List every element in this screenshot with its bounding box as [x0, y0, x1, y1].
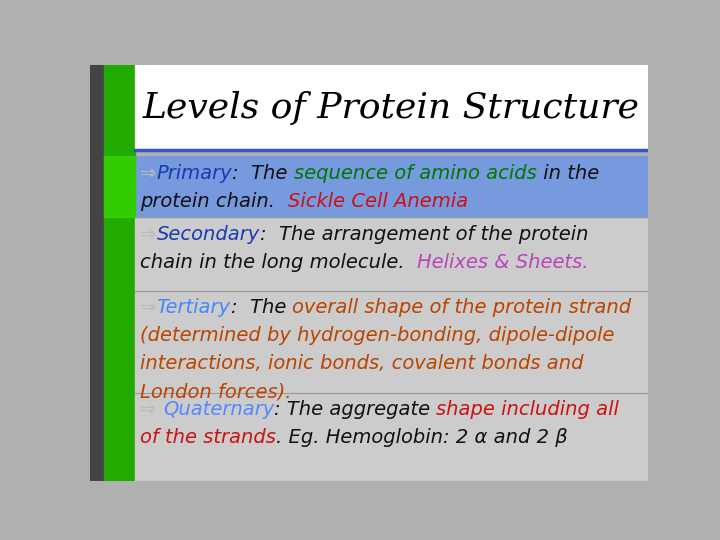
Text: ⇒: ⇒ [140, 225, 156, 244]
Text: (determined by hydrogen-bonding, dipole-dipole: (determined by hydrogen-bonding, dipole-… [140, 326, 615, 345]
Text: :  The arrangement of the protein: : The arrangement of the protein [260, 225, 588, 244]
Text: :  The: : The [230, 298, 292, 316]
Bar [135, 156, 648, 481]
Text: Helixes & Sheets.: Helixes & Sheets. [418, 253, 589, 272]
Text: Primary: Primary [156, 164, 233, 183]
Text: interactions, ionic bonds, covalent bonds and: interactions, ionic bonds, covalent bond… [140, 354, 584, 373]
Text: : The aggregate: : The aggregate [274, 400, 436, 419]
Text: London forces).: London forces). [140, 382, 292, 401]
Text: shape including all: shape including all [436, 400, 619, 419]
Text: . Eg. Hemoglobin: 2 α and 2 β: . Eg. Hemoglobin: 2 α and 2 β [276, 428, 568, 447]
Text: chain in the long molecule.: chain in the long molecule. [140, 253, 418, 272]
Text: ⇒: ⇒ [140, 298, 156, 316]
Text: Tertiary: Tertiary [156, 298, 230, 316]
Text: Secondary: Secondary [156, 225, 260, 244]
Text: Levels of Protein Structure: Levels of Protein Structure [143, 91, 640, 125]
Bar [104, 156, 135, 217]
Text: ⇒: ⇒ [140, 400, 163, 419]
Bar [90, 65, 104, 481]
Text: protein chain.: protein chain. [140, 192, 288, 211]
Text: of the strands: of the strands [140, 428, 276, 447]
Text: :  The: : The [233, 164, 294, 183]
Bar [135, 65, 648, 148]
Text: ⇒: ⇒ [140, 164, 156, 183]
Text: overall shape of the protein strand: overall shape of the protein strand [292, 298, 631, 316]
Text: sequence of amino acids: sequence of amino acids [294, 164, 536, 183]
Text: Sickle Cell Anemia: Sickle Cell Anemia [288, 192, 468, 211]
Bar [135, 156, 648, 217]
Text: Quaternary: Quaternary [163, 400, 274, 419]
Text: in the: in the [536, 164, 599, 183]
Bar [104, 65, 135, 481]
